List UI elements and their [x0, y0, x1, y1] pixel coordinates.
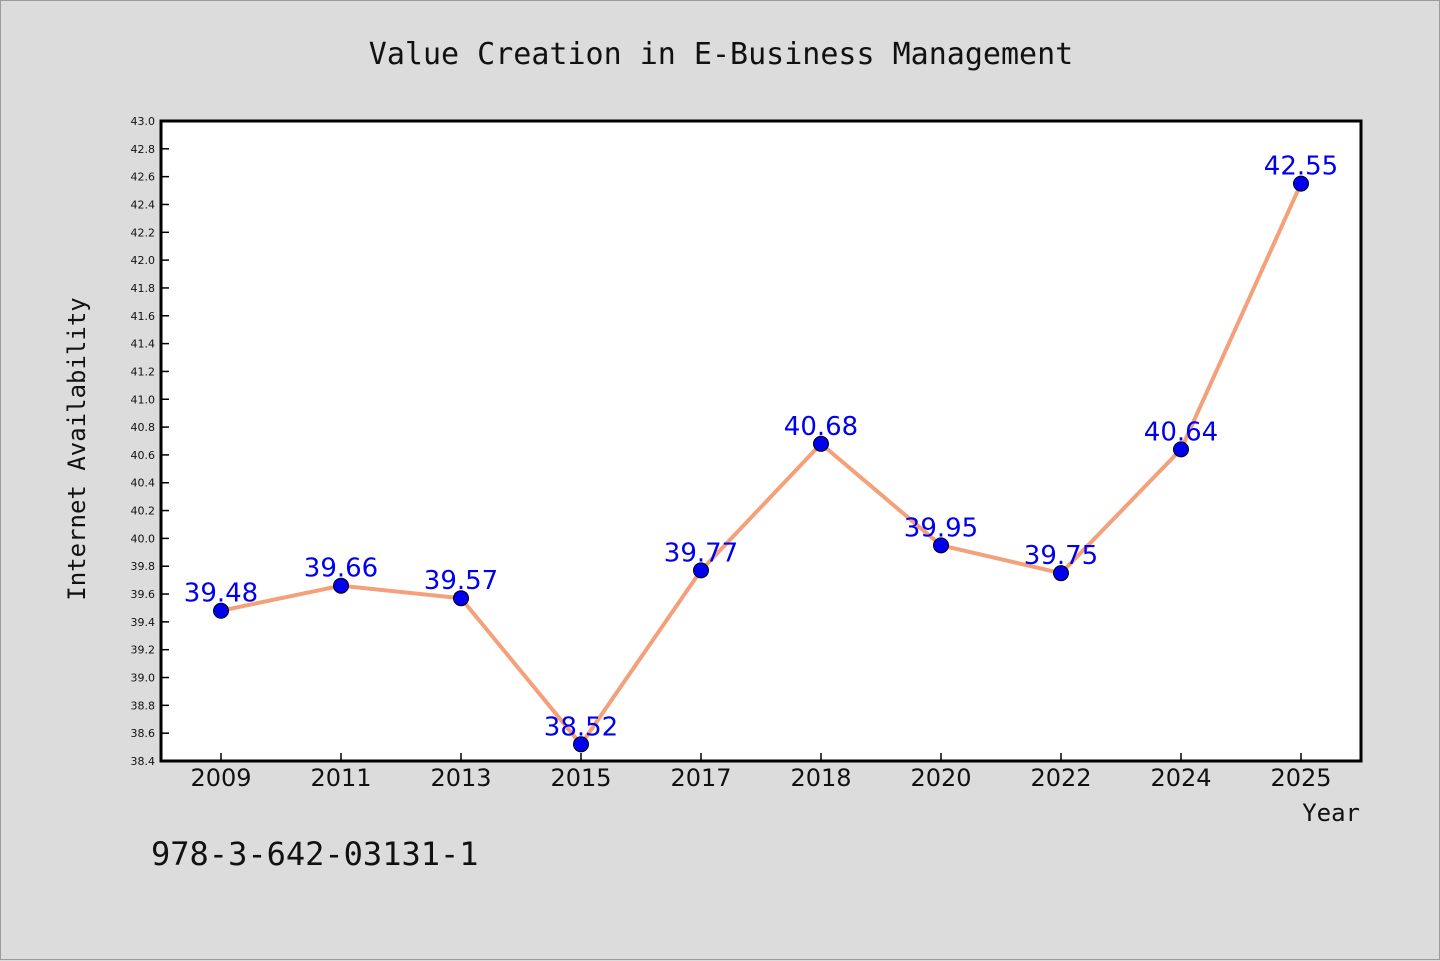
y-tick-label: 39.4	[131, 616, 156, 629]
data-point	[813, 435, 829, 452]
data-point	[1293, 175, 1309, 192]
y-tick-label: 42.2	[131, 226, 156, 239]
data-point	[333, 577, 349, 594]
chart-title: Value Creation in E-Business Management	[369, 37, 1073, 72]
data-point	[693, 562, 709, 579]
plot-area	[159, 119, 1363, 763]
y-axis-label: Internet Availability	[63, 297, 91, 600]
y-tick-label: 42.8	[131, 143, 156, 156]
data-label-group: 39.48 39.66 39.57 38.52 39.77 40.68 39.95 39.75…	[184, 152, 1338, 743]
data-label: 38.52	[544, 712, 618, 742]
y-tick-label: 40.8	[131, 421, 156, 434]
y-tick-label: 39.6	[131, 588, 156, 601]
x-tick-label: 2011	[310, 764, 371, 792]
data-label: 39.77	[664, 538, 738, 568]
y-tick-label: 43.0	[131, 115, 156, 128]
data-label: 40.64	[1144, 417, 1218, 447]
data-point	[1173, 441, 1189, 458]
y-tick-label: 41.8	[131, 282, 156, 295]
y-tick-label: 39.2	[131, 644, 156, 657]
data-point	[1053, 565, 1069, 582]
data-point	[213, 602, 229, 619]
y-tick-label: 41.6	[131, 310, 156, 323]
y-axis: 38.4 38.6 38.8 39.0 39.2 39.4 39.6 39.8 40.0 40.2…	[131, 115, 169, 768]
x-tick-label: 2024	[1150, 764, 1211, 792]
data-label: 39.48	[184, 579, 258, 609]
data-label: 42.55	[1264, 152, 1338, 182]
data-point	[933, 537, 949, 554]
x-tick-label: 2017	[670, 764, 731, 792]
marker-group	[213, 175, 1309, 753]
x-tick-label: 2015	[550, 764, 611, 792]
y-tick-label: 38.6	[131, 727, 156, 740]
y-tick-label: 40.4	[131, 477, 156, 490]
data-label: 39.75	[1024, 541, 1098, 571]
y-tick-label: 40.2	[131, 505, 156, 518]
y-tick-label: 40.6	[131, 449, 156, 462]
y-tick-label: 41.4	[131, 338, 156, 351]
y-tick-label: 40.0	[131, 532, 156, 545]
data-label: 40.68	[784, 412, 858, 442]
x-tick-label: 2009	[190, 764, 251, 792]
x-axis-label: Year	[1302, 799, 1360, 827]
data-label: 39.95	[904, 513, 978, 543]
footer-code: 978-3-642-03131-1	[151, 835, 479, 873]
series-line	[220, 182, 1303, 747]
data-point	[573, 736, 589, 753]
x-tick-label: 2020	[910, 764, 971, 792]
y-tick-label: 41.0	[131, 393, 156, 406]
data-label: 39.66	[304, 554, 378, 584]
y-tick-label: 41.2	[131, 365, 156, 378]
y-tick-label: 42.4	[131, 198, 156, 211]
y-tick-label: 42.0	[131, 254, 156, 267]
x-tick-label: 2018	[790, 764, 851, 792]
x-axis: 2009 2011 2013 2015 2017 2018 2020 2022 2024 2025	[190, 753, 1332, 792]
data-point	[453, 590, 469, 607]
y-tick-label: 39.8	[131, 560, 156, 573]
series-line-group	[220, 182, 1303, 747]
y-tick-label: 38.4	[131, 755, 156, 768]
x-tick-label: 2013	[430, 764, 491, 792]
y-tick-label: 38.8	[131, 699, 156, 712]
data-label: 39.57	[424, 566, 498, 596]
y-tick-label: 42.6	[131, 171, 156, 184]
x-tick-label: 2025	[1270, 764, 1331, 792]
y-tick-label: 39.0	[131, 672, 156, 685]
x-tick-label: 2022	[1030, 764, 1091, 792]
